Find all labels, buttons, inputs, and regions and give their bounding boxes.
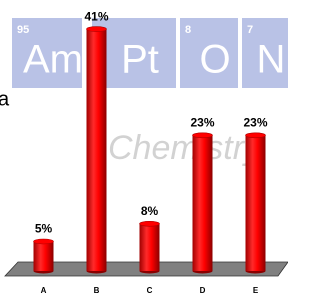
element-number: 7 — [247, 24, 253, 36]
value-label: 5% — [35, 222, 53, 236]
element-symbol: O — [199, 38, 230, 82]
bar — [193, 135, 213, 271]
bar-top — [34, 239, 54, 244]
element-number: 8 — [185, 24, 191, 36]
element-symbol: Pt — [121, 38, 159, 82]
x-tick-label: C — [147, 286, 153, 295]
value-label: 23% — [243, 115, 267, 129]
value-label: 23% — [190, 115, 214, 129]
bar-top — [140, 221, 160, 226]
bar — [140, 224, 160, 271]
bar-top — [193, 133, 213, 138]
x-tick-label: D — [200, 286, 206, 295]
value-label: 41% — [84, 9, 108, 23]
value-label: 8% — [141, 204, 159, 218]
element-symbol: Am — [23, 38, 83, 82]
bar-top — [87, 27, 107, 32]
element-number: 95 — [17, 24, 29, 36]
watermark: Chemistry — [108, 129, 263, 167]
bar-top — [246, 133, 266, 138]
x-tick-label: A — [41, 286, 47, 295]
bar — [34, 242, 54, 272]
chart: 95 Am Pt 8O 7Na Chemistry 5% A 41% B 8% C 23% D 23% E — [0, 0, 288, 295]
x-tick-label: E — [253, 286, 259, 295]
bar — [246, 135, 266, 271]
background: 95 Am Pt 8O 7Na Chemistry — [0, 18, 288, 167]
x-tick-label: B — [94, 286, 100, 295]
bar — [87, 29, 107, 271]
element-symbol: N — [257, 38, 286, 82]
fragment-text: a — [0, 88, 10, 110]
